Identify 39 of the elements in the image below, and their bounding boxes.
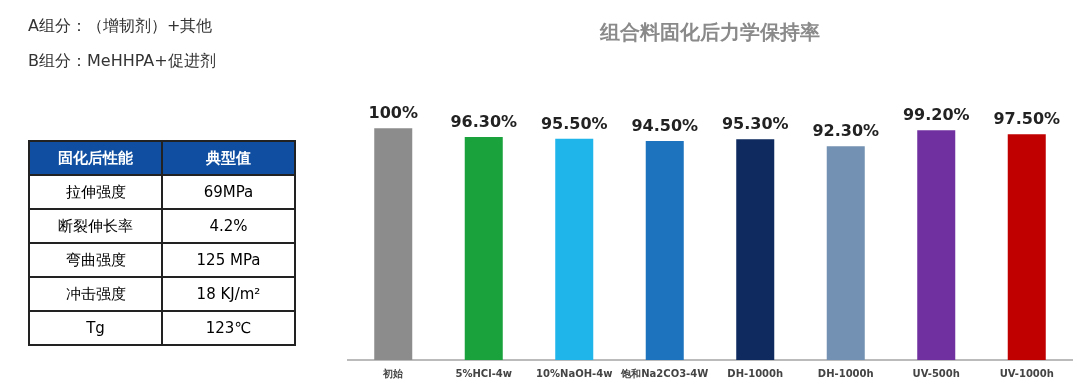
bar	[555, 138, 594, 360]
category-label: 断裂伸长率	[58, 216, 133, 235]
data-label: 92.30%	[812, 121, 880, 141]
text: 69MPa	[203, 183, 254, 201]
category-label: 拉伸强度	[65, 182, 126, 201]
x-tick-label: DH-1000h	[817, 367, 874, 379]
data-label: 100%	[368, 103, 418, 123]
category-label: 冲击强度	[65, 284, 126, 303]
bar	[736, 139, 775, 360]
data-label: 97.50%	[993, 109, 1061, 129]
data-label: 99.20%	[902, 105, 970, 125]
x-tick-label: DH-1000h	[727, 367, 784, 379]
data-label: 95.50%	[540, 113, 608, 133]
text: 4.2%	[209, 217, 248, 235]
category-label: 典型值	[162, 141, 295, 175]
bar	[917, 130, 956, 360]
x-tick-label: 初始	[382, 367, 405, 379]
category-label: 固化后性能	[29, 141, 162, 175]
text: B组分：MeHHPA+促进剂	[28, 51, 216, 72]
bar	[1007, 134, 1046, 360]
bar	[826, 146, 865, 360]
bar	[374, 128, 413, 360]
text: A组分：（增韧剂）+其他	[28, 16, 214, 37]
chart-title: 组合料固化后力学保持率	[599, 20, 820, 45]
text: 18 KJ/m²	[196, 285, 261, 303]
data-label: 96.30%	[450, 112, 518, 132]
data-label: 94.50%	[631, 116, 699, 136]
x-tick-label: 10%NaOH-4w	[536, 367, 613, 379]
data-label: 95.30%	[721, 114, 789, 134]
x-tick-label: UV-500h	[912, 367, 960, 379]
bar	[464, 136, 503, 360]
x-tick-label: UV-1000h	[999, 367, 1054, 379]
bar	[645, 141, 684, 360]
x-tick-label: 饱和Na2CO3-4W	[620, 367, 709, 379]
category-label: 弯曲强度	[65, 250, 126, 269]
text: 123℃	[205, 319, 252, 337]
x-tick-label: 5%HCl-4w	[455, 367, 512, 379]
category-label: Tg	[86, 319, 105, 337]
text: 125 MPa	[196, 251, 261, 269]
